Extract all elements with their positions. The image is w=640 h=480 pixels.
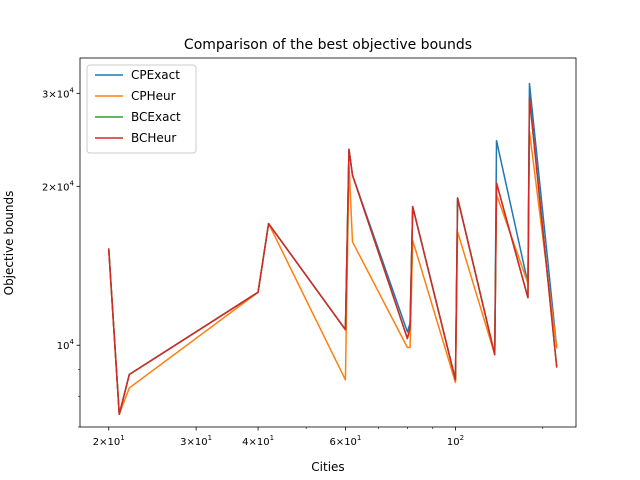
legend-label-bcheur: BCHeur [131,131,176,145]
legend-label-bcexact: BCExact [131,110,181,124]
x-tick-label: 6×101 [329,434,361,448]
x-tick-label: 3×101 [180,434,212,448]
y-tick-label: 104 [57,338,75,352]
legend-label-cpheur: CPHeur [131,89,176,103]
axes-frame [79,57,577,428]
series-layer [107,82,558,416]
chart-title: Comparison of the best objective bounds [184,37,472,53]
y-tick-label: 3×104 [42,86,74,100]
series-line-cpheur [107,130,558,416]
legend: CPExact CPHeur BCExact BCHeur [86,64,197,154]
x-tick-label: 4×101 [242,434,274,448]
axes-layer: 2×101 3×101 4×101 6×101 102 104 2×104 3×104 [42,57,577,448]
x-tick-label: 102 [447,434,464,448]
x-axis-label: Cities [311,460,344,474]
x-tick-label: 2×101 [93,434,125,448]
legend-label-cpexact: CPExact [131,68,180,82]
y-axis-label: Objective bounds [2,191,16,296]
series-line-bcheur [107,97,558,416]
legend-box [86,64,197,154]
y-tick-label: 2×104 [42,179,74,193]
